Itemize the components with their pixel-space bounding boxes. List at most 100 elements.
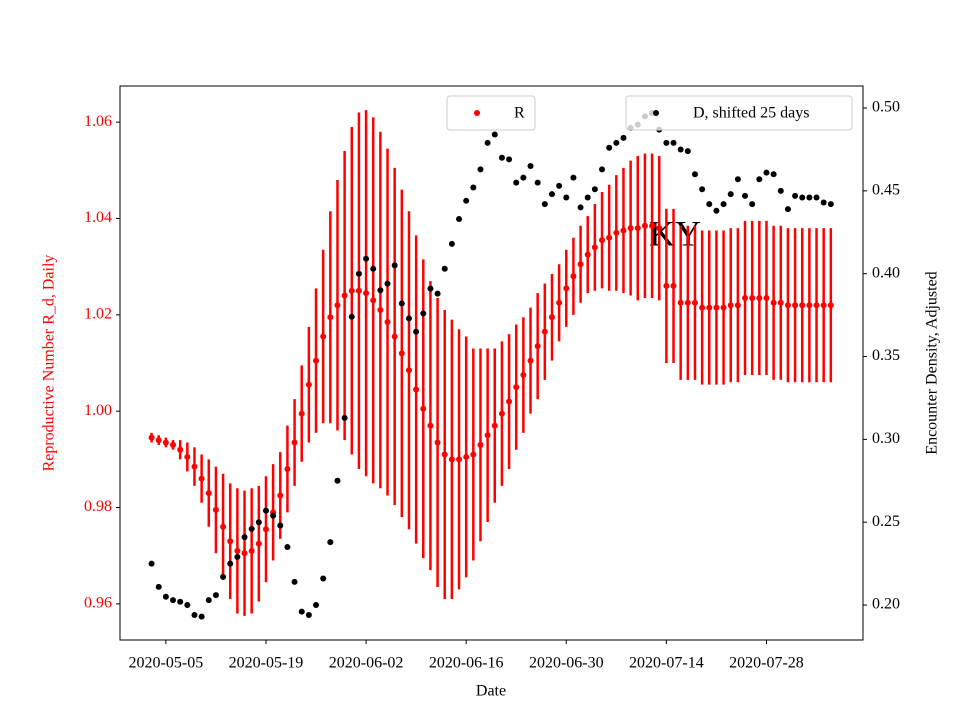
data-point bbox=[684, 299, 691, 306]
data-point bbox=[613, 139, 620, 146]
data-point bbox=[513, 179, 520, 186]
data-point bbox=[448, 456, 455, 463]
data-point bbox=[477, 166, 484, 173]
data-point bbox=[284, 544, 291, 551]
data-point bbox=[599, 237, 606, 244]
data-point bbox=[427, 285, 434, 292]
data-point bbox=[341, 414, 348, 421]
data-point bbox=[413, 386, 420, 393]
data-point bbox=[212, 506, 219, 513]
data-point bbox=[348, 313, 355, 320]
data-point bbox=[177, 598, 184, 605]
data-point bbox=[234, 547, 241, 554]
data-point bbox=[548, 191, 555, 198]
data-point bbox=[763, 169, 770, 176]
data-point bbox=[384, 319, 391, 326]
data-point bbox=[184, 602, 191, 609]
data-point bbox=[813, 302, 820, 309]
data-point bbox=[334, 477, 341, 484]
data-point bbox=[727, 302, 734, 309]
data-point bbox=[484, 139, 491, 146]
data-point bbox=[534, 179, 541, 186]
data-point bbox=[305, 381, 312, 388]
data-point bbox=[198, 613, 205, 620]
annotation: KY bbox=[649, 213, 701, 253]
data-point bbox=[463, 197, 470, 204]
data-point bbox=[606, 144, 613, 151]
x-tick-label: 2020-06-02 bbox=[329, 655, 404, 672]
data-point bbox=[170, 441, 177, 448]
data-point bbox=[334, 302, 341, 309]
legend-label: D, shifted 25 days bbox=[693, 105, 809, 122]
data-point bbox=[270, 512, 277, 519]
data-point bbox=[427, 422, 434, 429]
data-point bbox=[663, 282, 670, 289]
data-point bbox=[255, 540, 262, 547]
data-point bbox=[298, 608, 305, 615]
data-point bbox=[413, 328, 420, 335]
data-point bbox=[398, 350, 405, 357]
data-point bbox=[677, 299, 684, 306]
data-point bbox=[262, 526, 269, 533]
data-point bbox=[720, 304, 727, 311]
x-axis-label: Date bbox=[476, 683, 506, 700]
data-point bbox=[491, 422, 498, 429]
y2-axis-label: Encounter Density, Adjusted bbox=[924, 271, 941, 454]
data-point bbox=[391, 262, 398, 269]
data-point bbox=[456, 216, 463, 223]
data-point bbox=[162, 439, 169, 446]
data-point bbox=[520, 372, 527, 379]
y-tick-label: 1.02 bbox=[84, 305, 112, 322]
data-point bbox=[370, 297, 377, 304]
data-point bbox=[770, 171, 777, 178]
data-point bbox=[548, 314, 555, 321]
data-point bbox=[320, 575, 327, 582]
data-point bbox=[806, 194, 813, 201]
data-point bbox=[441, 451, 448, 458]
data-point bbox=[541, 201, 548, 208]
data-point bbox=[584, 251, 591, 258]
y-tick-label: 1.00 bbox=[84, 402, 112, 419]
data-point bbox=[620, 134, 627, 141]
data-point bbox=[298, 410, 305, 417]
data-point bbox=[241, 550, 248, 557]
data-point bbox=[456, 456, 463, 463]
data-point bbox=[691, 299, 698, 306]
data-point bbox=[341, 292, 348, 299]
data-point bbox=[706, 201, 713, 208]
data-point bbox=[699, 186, 706, 193]
data-point bbox=[477, 441, 484, 448]
data-point bbox=[599, 166, 606, 173]
data-point bbox=[305, 611, 312, 618]
data-point bbox=[484, 432, 491, 439]
data-point bbox=[706, 304, 713, 311]
data-point bbox=[284, 465, 291, 472]
data-point bbox=[241, 534, 248, 541]
data-point bbox=[498, 154, 505, 161]
data-point bbox=[420, 310, 427, 317]
data-point bbox=[355, 270, 362, 277]
data-point bbox=[398, 300, 405, 307]
data-point bbox=[792, 192, 799, 199]
data-point bbox=[191, 463, 198, 470]
data-point bbox=[234, 553, 241, 560]
data-point bbox=[677, 146, 684, 153]
y2-tick-label: 0.25 bbox=[872, 513, 900, 530]
data-point bbox=[370, 265, 377, 272]
data-point bbox=[713, 207, 720, 214]
data-point bbox=[420, 405, 427, 412]
data-point bbox=[248, 525, 255, 532]
data-point bbox=[541, 328, 548, 335]
data-point bbox=[262, 507, 269, 514]
data-point bbox=[405, 367, 412, 374]
data-point bbox=[255, 519, 262, 526]
data-point bbox=[827, 201, 834, 208]
data-point bbox=[756, 294, 763, 301]
data-point bbox=[520, 174, 527, 181]
data-point bbox=[734, 176, 741, 183]
y2-tick-label: 0.35 bbox=[872, 347, 900, 364]
data-point bbox=[563, 285, 570, 292]
data-point bbox=[763, 294, 770, 301]
data-point bbox=[363, 255, 370, 262]
data-point bbox=[756, 176, 763, 183]
